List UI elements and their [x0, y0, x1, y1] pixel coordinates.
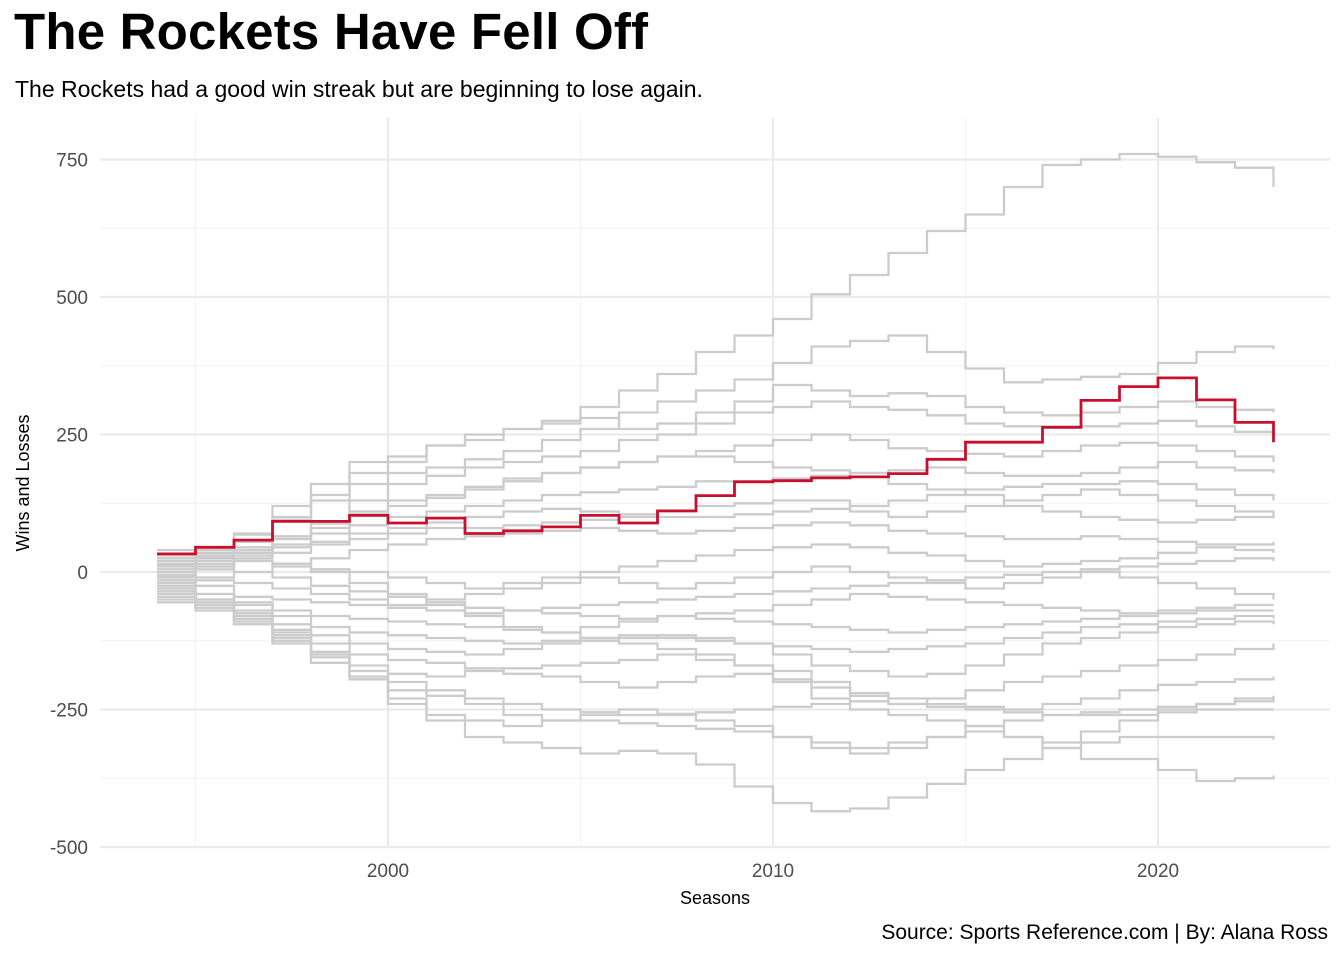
y-tick-label: 500	[56, 288, 88, 309]
grid-lines	[100, 118, 1330, 849]
team-step-line	[157, 488, 1275, 576]
chart-title: The Rockets Have Fell Off	[14, 3, 649, 60]
y-tick-label: -500	[50, 838, 88, 859]
y-tick-label: 0	[77, 563, 88, 584]
rockets-step-line	[157, 376, 1275, 556]
y-axis-title: Wins and Losses	[13, 414, 33, 551]
team-step-line	[157, 565, 1275, 607]
team-step-line	[157, 152, 1275, 565]
team-step-line	[157, 548, 1275, 783]
team-step-line	[157, 554, 1274, 620]
y-tick-label: 750	[56, 151, 88, 172]
x-tick-label: 2010	[752, 861, 794, 882]
x-axis-title: Seasons	[680, 888, 750, 908]
team-step-line	[157, 557, 1275, 615]
team-step-line	[157, 460, 1275, 574]
y-tick-label: 250	[56, 426, 88, 447]
team-step-line	[157, 383, 1275, 568]
rockets-series-group	[157, 376, 1275, 556]
team-step-line	[157, 587, 1274, 634]
chart-subtitle: The Rockets had a good win streak but ar…	[15, 76, 703, 102]
y-tick-label: -250	[50, 701, 88, 722]
team-step-line	[157, 521, 1275, 582]
team-step-line	[157, 592, 1275, 678]
x-tick-label: 2000	[367, 861, 409, 882]
y-axis-tick-labels: 750 500 250 0 -250 -500	[50, 151, 88, 860]
source-caption: Source: Sports Reference.com | By: Alana…	[881, 921, 1328, 944]
team-step-line	[157, 576, 1275, 813]
other-teams-series-group	[157, 152, 1275, 813]
x-axis-tick-labels: 2000 2010 2020	[367, 861, 1179, 882]
x-tick-label: 2020	[1137, 861, 1179, 882]
